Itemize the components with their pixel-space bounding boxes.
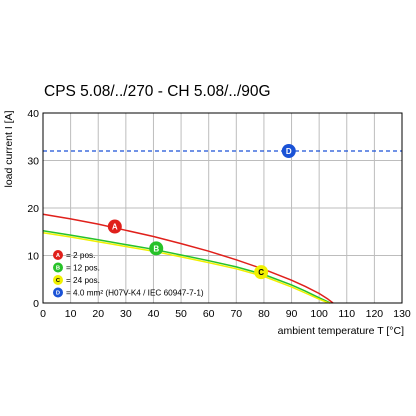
grid [43, 113, 402, 303]
legend-label-c: = 24 pos. [66, 276, 100, 285]
legend-badge-b: B [53, 262, 63, 273]
series-markers: A B C D [107, 144, 296, 280]
y-tick-label: 20 [27, 203, 39, 215]
marker-c-circle [254, 265, 269, 280]
marker-b-label: B [153, 244, 159, 253]
legend-label-d: = 4.0 mm² (H07V-K4 / IEC 60947-7-1) [66, 289, 204, 298]
series-line-c [42, 231, 331, 304]
legend: A = 2 pos. B = 12 pos. C = 24 pos. D = 4.0 mm² … [53, 250, 204, 298]
marker-d-label: D [286, 147, 292, 156]
y-tick-label: 10 [27, 251, 39, 263]
legend-badge-a-circle [53, 250, 63, 260]
y-tick-label: 0 [33, 298, 39, 310]
marker-a-circle [107, 219, 122, 234]
x-tick-label: 100 [310, 308, 328, 320]
legend-badge-a-label: A [56, 253, 60, 259]
x-tick-label: 30 [120, 308, 132, 320]
series-lines [42, 150, 402, 304]
legend-label-a: = 2 pos. [66, 251, 95, 260]
legend-badge-c: C [53, 275, 63, 285]
x-tick-label: 90 [286, 308, 298, 320]
series-line-a [42, 213, 334, 304]
x-tick-label: 40 [148, 308, 160, 320]
x-tick-label: 60 [203, 308, 215, 320]
y-axis-label: load current I [A] [3, 110, 15, 187]
x-tick-label: 20 [92, 308, 104, 320]
marker-a-label: A [112, 222, 118, 231]
x-tick-label: 80 [258, 308, 270, 320]
marker-c-label: C [258, 268, 264, 277]
marker-b-circle [149, 241, 164, 256]
chart-title: CPS 5.08/../270 - CH 5.08/../90G [44, 83, 271, 100]
legend-badge-d-circle [53, 287, 63, 298]
marker-a: A [107, 219, 122, 234]
plot-frame [42, 112, 403, 304]
x-axis-label: ambient temperature T [°C] [278, 325, 404, 337]
x-tick-label: 0 [40, 308, 46, 320]
y-tick-label: 30 [27, 156, 39, 168]
x-tick-label: 110 [338, 308, 355, 320]
marker-d-circle [281, 144, 296, 158]
marker-b: B [149, 241, 164, 256]
x-tick-label: 120 [366, 308, 384, 320]
legend-badge-c-circle [53, 275, 63, 285]
legend-badge-b-label: B [56, 266, 60, 272]
y-tick-label: 40 [27, 108, 39, 120]
legend-badge-d: D [53, 287, 63, 298]
x-tick-label: 50 [175, 308, 187, 320]
y-tick-labels: 0 10 20 30 40 [27, 108, 39, 310]
x-tick-label: 10 [65, 308, 77, 320]
legend-badge-c-label: C [56, 278, 60, 284]
series-line-b [42, 230, 331, 304]
legend-badge-d-label: D [56, 291, 60, 297]
marker-c: C [254, 265, 269, 280]
marker-d: D [281, 144, 296, 158]
x-tick-label: 130 [393, 308, 411, 320]
legend-label-b: = 12 pos. [66, 264, 100, 273]
x-tick-labels: 0 10 20 30 40 50 60 70 80 90 100 110 120 130 [40, 308, 411, 320]
x-tick-label: 70 [230, 308, 242, 320]
legend-badge-a: A [53, 250, 63, 260]
legend-badge-b-circle [53, 262, 63, 273]
